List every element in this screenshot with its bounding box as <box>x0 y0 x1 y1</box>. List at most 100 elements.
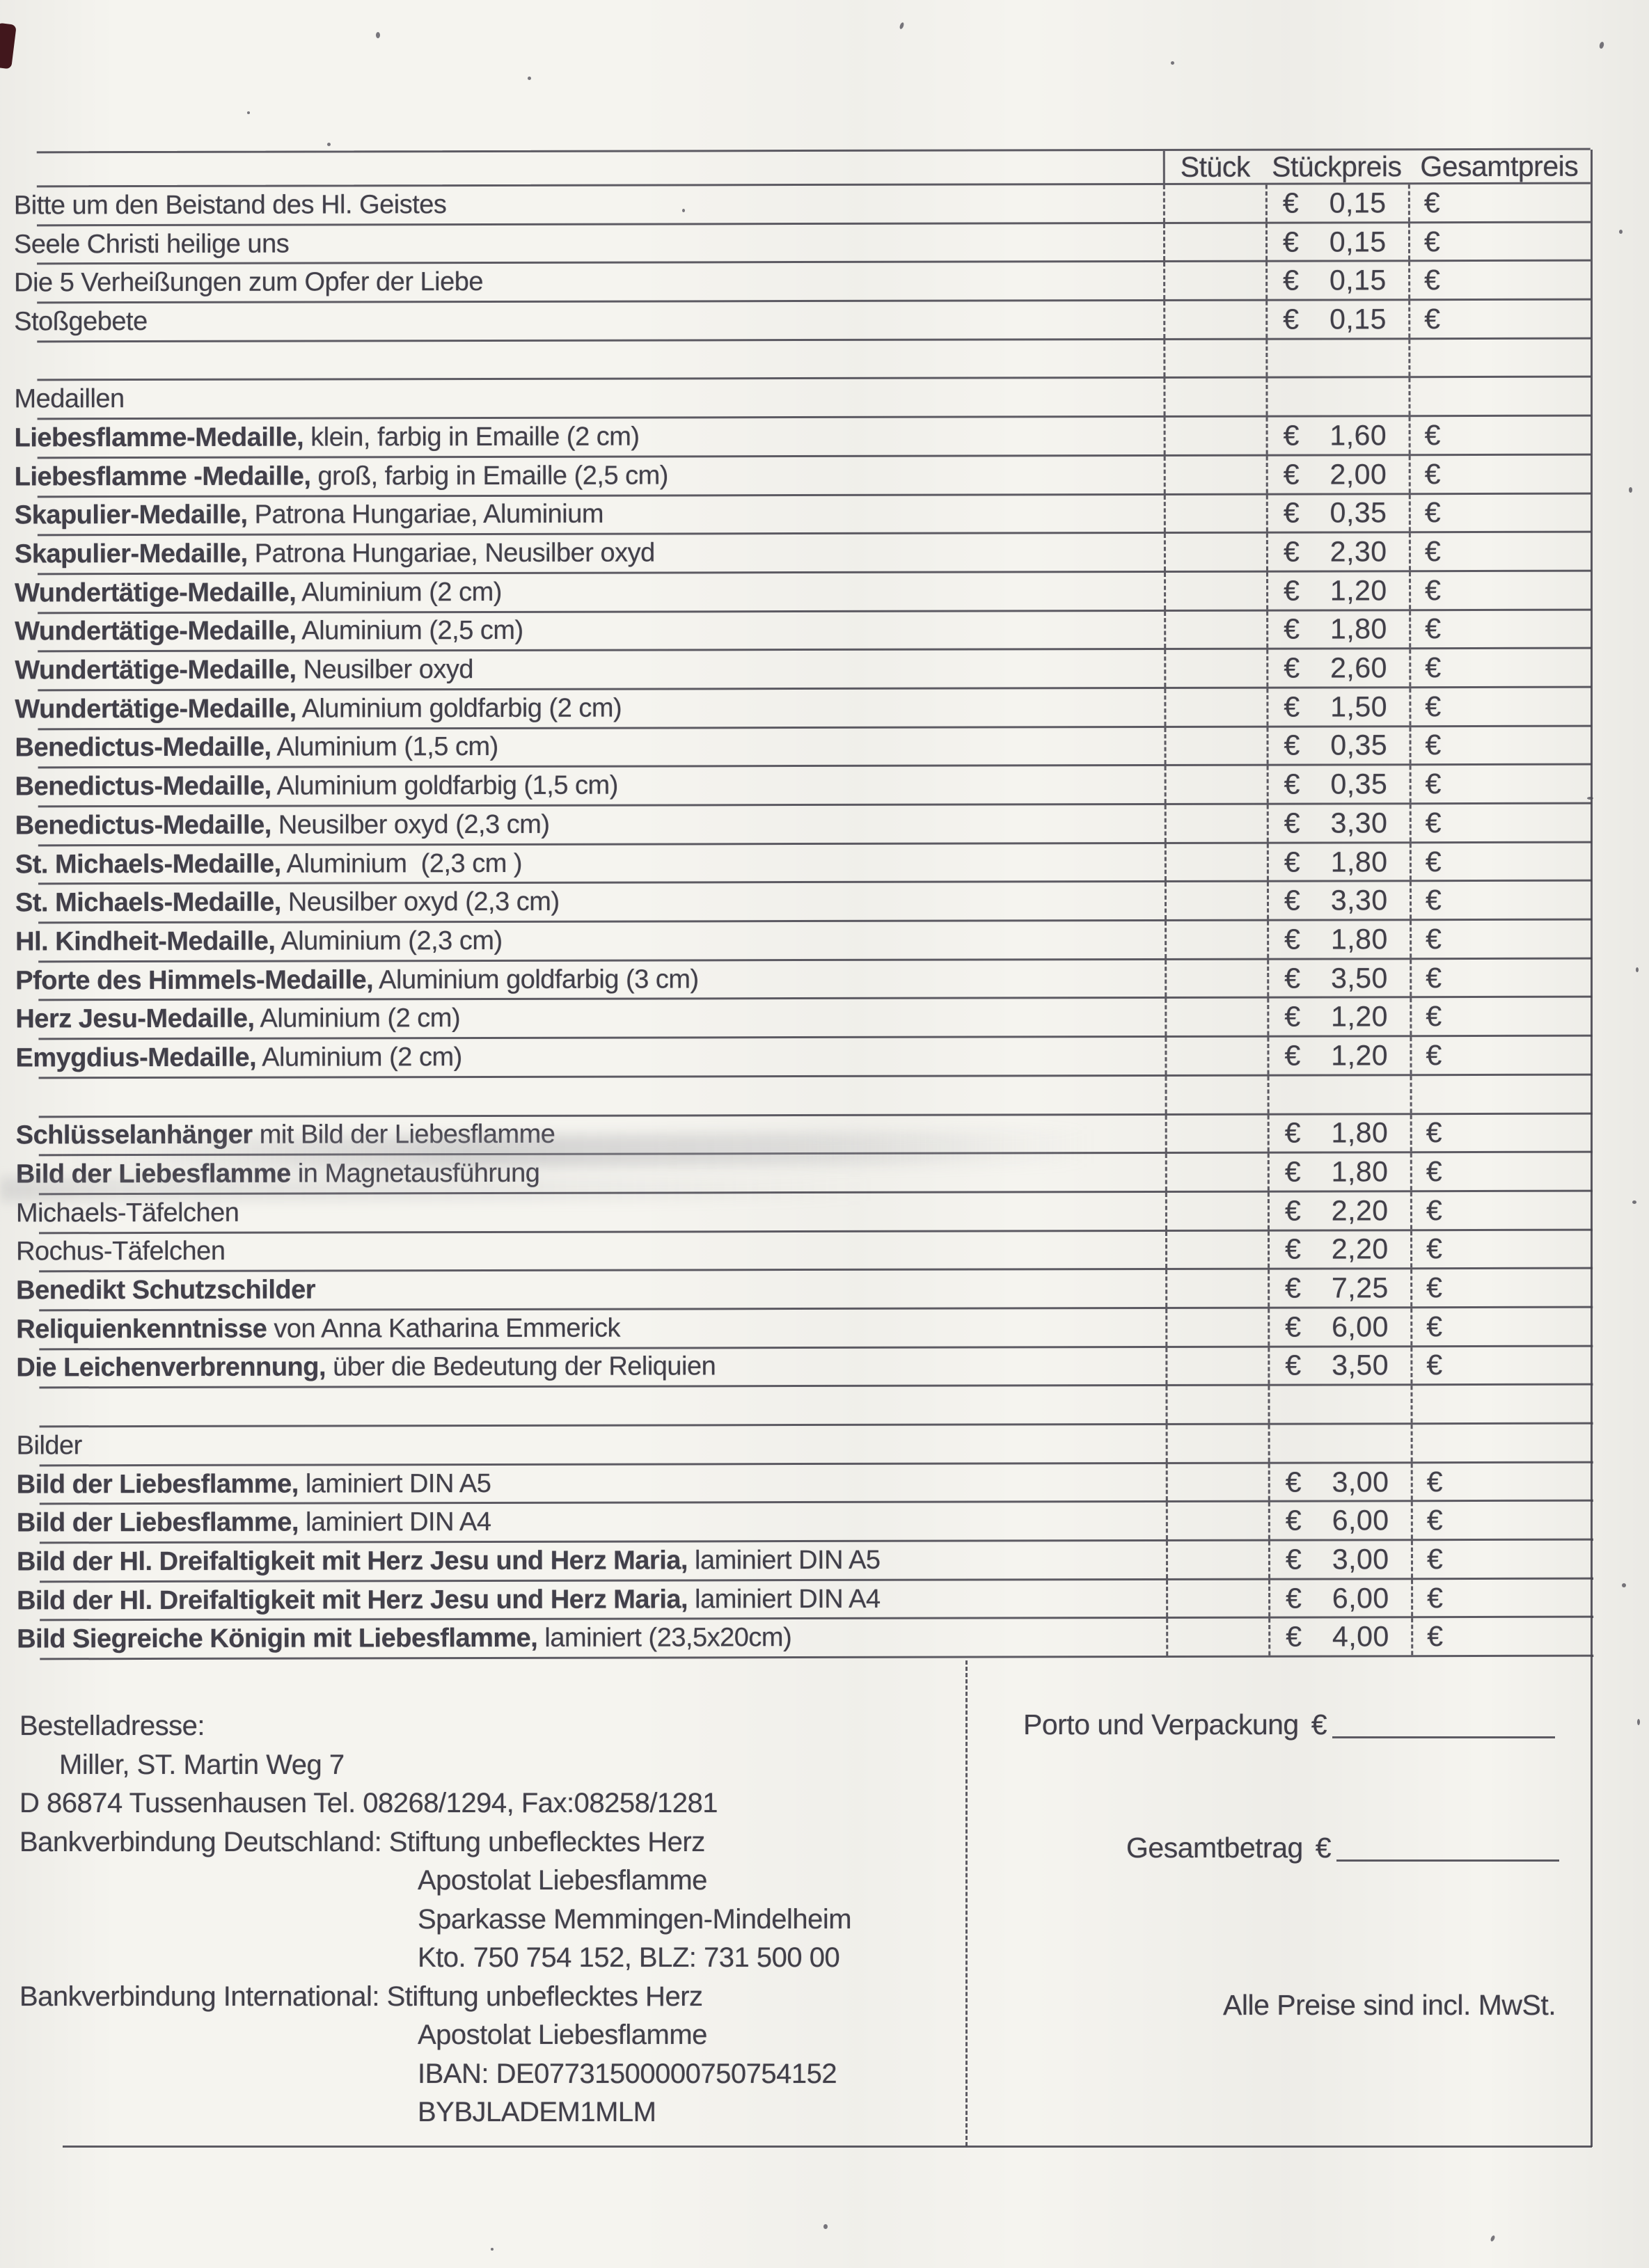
stueckpreis-cell: €2,60 <box>1266 649 1410 687</box>
gesamtbetrag-amount-blank <box>1336 1859 1560 1862</box>
table-row: Bild Siegreiche Königin mit Liebesflamme… <box>17 1618 1594 1660</box>
section-row: Bilder <box>17 1424 1593 1467</box>
gesamtpreis-cell <box>1410 1385 1593 1423</box>
stueckpreis-cell <box>1268 1425 1411 1462</box>
item-label <box>16 1077 1165 1116</box>
stueck-cell <box>1165 1076 1268 1113</box>
gesamtpreis-cell: € <box>1410 1269 1593 1307</box>
currency-symbol: € <box>1426 1232 1442 1265</box>
gesamtpreis-cell: € <box>1408 416 1591 454</box>
item-label: Skapulier-Medaille, Patrona Hungariae, A… <box>14 499 604 530</box>
table-header-row: Stück Stückpreis Gesamtpreis <box>36 148 1591 188</box>
unit-price: 1,80 <box>1331 1155 1389 1188</box>
unit-price: 7,25 <box>1331 1271 1389 1304</box>
stueck-cell <box>1165 1231 1268 1269</box>
currency-symbol: € <box>1282 187 1299 219</box>
currency-symbol: € <box>1425 884 1442 917</box>
table-row: Bild der Hl. Dreifaltigkeit mit Herz Jes… <box>17 1540 1594 1583</box>
stueckpreis-cell: €3,30 <box>1266 882 1410 919</box>
gesamtpreis-cell: € <box>1410 1114 1593 1152</box>
item-label: Stoßgebete <box>14 306 148 337</box>
gesamtpreis-cell: € <box>1410 1463 1593 1500</box>
unit-price: 1,80 <box>1331 1116 1389 1149</box>
blank-row <box>39 1385 1593 1428</box>
stueck-cell <box>1162 184 1265 222</box>
currency-symbol: € <box>1283 496 1300 529</box>
item-label: Medaillen <box>14 384 125 414</box>
scan-ink-blob <box>0 22 17 70</box>
column-header-stueckpreis: Stückpreis <box>1272 150 1402 183</box>
currency-symbol: € <box>1285 1504 1302 1537</box>
address-line: Miller, ST. Martin Weg 7 <box>59 1749 345 1780</box>
currency-symbol: € <box>1426 1465 1443 1498</box>
table-rows: Bitte um den Beistand des Hl. Geistes €0,… <box>14 184 1594 1660</box>
currency-symbol: € <box>1425 729 1442 761</box>
footer-bottom-border <box>63 2146 1592 2148</box>
price-table: Stück Stückpreis Gesamtpreis Bitte um de… <box>14 148 1594 1660</box>
porto-fill-row: Porto und Verpackung € <box>1023 1708 1556 1741</box>
currency-symbol: € <box>1286 1582 1302 1615</box>
stueckpreis-cell: €2,20 <box>1267 1230 1411 1268</box>
currency-symbol: € <box>1284 884 1300 917</box>
item-label <box>16 1386 1165 1425</box>
stueckpreis-cell <box>1268 1386 1411 1423</box>
scan-speck <box>1490 2235 1496 2242</box>
item-label: Benedikt Schutzschilder <box>16 1275 316 1306</box>
item-label: Bild der Liebesflamme, laminiert DIN A5 <box>16 1468 491 1499</box>
address-line: BYBJLADEM1MLM <box>418 2097 656 2127</box>
item-label: St. Michaels-Medaille, Neusilber oxyd (2… <box>15 887 560 918</box>
currency-symbol: € <box>1423 186 1440 219</box>
table-row: Wundertätige-Medaille, Neusilber oxyd €2,… <box>15 649 1592 692</box>
unit-price: 2,60 <box>1330 651 1387 684</box>
unit-price: 2,30 <box>1330 535 1387 568</box>
blank-row <box>38 1075 1593 1118</box>
stueckpreis-cell: €4,00 <box>1268 1618 1412 1656</box>
unit-price: 6,00 <box>1332 1310 1389 1343</box>
stueckpreis-cell: €3,30 <box>1266 804 1410 842</box>
gesamtpreis-cell: € <box>1408 532 1591 571</box>
item-label: Bild der Hl. Dreifaltigkeit mit Herz Jes… <box>16 1545 881 1577</box>
unit-price: 3,50 <box>1332 1349 1389 1381</box>
table-row: Reliquienkenntnisse von Anna Katharina E… <box>16 1308 1593 1350</box>
item-label: Pforte des Himmels-Medaille, Aluminium g… <box>15 964 699 995</box>
stueck-cell <box>1165 999 1268 1036</box>
stueckpreis-cell: €2,30 <box>1265 533 1409 571</box>
currency-symbol: € <box>1427 1581 1443 1614</box>
item-label: Liebesflamme -Medaille, groß, farbig in … <box>14 461 668 492</box>
currency-symbol: € <box>1286 1620 1302 1653</box>
unit-price: 2,00 <box>1330 457 1387 491</box>
scan-speck <box>327 143 331 146</box>
table-row: Hl. Kindheit-Medaille, Aluminium (2,3 cm… <box>15 920 1593 963</box>
gesamtpreis-cell: € <box>1411 1579 1594 1617</box>
table-row: Benedictus-Medaille, Aluminium goldfarbi… <box>15 765 1592 808</box>
unit-price: 0,15 <box>1330 303 1387 335</box>
gesamtpreis-cell: € <box>1410 1347 1593 1384</box>
blank-row <box>37 339 1591 381</box>
stueck-cell <box>1164 572 1267 610</box>
gesamtpreis-cell: € <box>1410 998 1593 1036</box>
stueck-cell <box>1163 495 1266 532</box>
scan-speck <box>1632 1200 1636 1204</box>
currency-symbol: € <box>1426 961 1442 994</box>
item-label: Bild der Liebesflamme, laminiert DIN A4 <box>16 1507 491 1538</box>
stueck-cell <box>1165 1347 1268 1385</box>
item-label: Hl. Kindheit-Medaille, Aluminium (2,3 cm… <box>15 926 503 957</box>
table-row: Liebesflamme-Medaille, klein, farbig in … <box>15 416 1591 459</box>
scan-speck <box>376 32 380 38</box>
gesamtpreis-cell: € <box>1410 1191 1593 1229</box>
stueckpreis-cell: €1,80 <box>1267 921 1410 958</box>
currency-symbol: € <box>1426 1155 1442 1188</box>
gesamtbetrag-currency: € <box>1315 1832 1332 1864</box>
item-label: Wundertätige-Medaille, Neusilber oxyd <box>15 655 473 685</box>
table-row: Skapulier-Medaille, Patrona Hungariae, A… <box>15 494 1591 537</box>
item-label: Benedictus-Medaille, Aluminium goldfarbi… <box>15 770 618 802</box>
stueckpreis-cell <box>1265 378 1409 415</box>
item-label: Bitte um den Beistand des Hl. Geistes <box>13 189 447 221</box>
scan-speck <box>1587 797 1593 800</box>
currency-symbol: € <box>1424 419 1441 452</box>
table-row: Rochus-Täfelchen €2,20 € <box>16 1230 1593 1273</box>
scan-smudge <box>0 1177 877 1201</box>
unit-price: 1,80 <box>1330 612 1387 645</box>
address-line: IBAN: DE07731500000750754152 <box>418 2058 837 2089</box>
currency-symbol: € <box>1284 612 1300 645</box>
